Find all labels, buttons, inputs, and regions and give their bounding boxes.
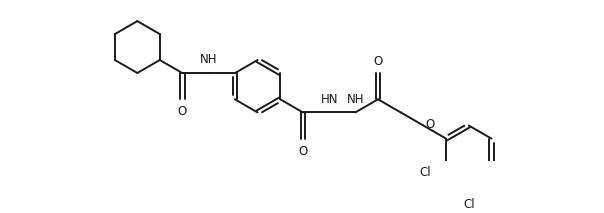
Text: Cl: Cl (419, 166, 431, 178)
Text: O: O (177, 105, 187, 118)
Text: NH: NH (347, 93, 364, 106)
Text: NH: NH (200, 53, 217, 66)
Text: HN: HN (320, 93, 338, 106)
Text: O: O (425, 118, 434, 131)
Text: O: O (298, 145, 307, 158)
Text: O: O (373, 55, 383, 68)
Text: Cl: Cl (463, 197, 475, 211)
